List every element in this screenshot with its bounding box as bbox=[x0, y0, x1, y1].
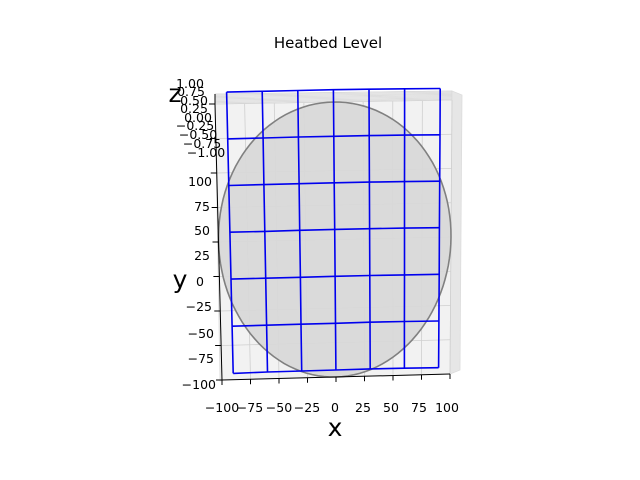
y-tick-label: −50 bbox=[188, 326, 214, 341]
mesh-column-line bbox=[437, 88, 442, 368]
z-tick-labels: −1.00 −0.75 −0.50 −0.25 0.00 0.25 0.50 0… bbox=[176, 76, 225, 160]
y-tick-label: 0 bbox=[196, 274, 204, 289]
z-tick-label: 0.00 bbox=[184, 110, 212, 125]
x-tick-label: −75 bbox=[237, 400, 263, 415]
x-axis-label: x bbox=[328, 413, 343, 442]
mesh-column-line bbox=[368, 89, 372, 369]
z-tick-label: 0.75 bbox=[177, 84, 205, 99]
y-tick-label: 100 bbox=[188, 174, 212, 189]
mesh-column-line bbox=[297, 90, 303, 372]
z-tick-label: −0.75 bbox=[183, 136, 221, 151]
mesh-column-line bbox=[332, 89, 337, 371]
x-tick-label: −100 bbox=[205, 400, 239, 415]
x-tick-label: 25 bbox=[355, 400, 371, 415]
x-tick-labels: −100 −75 −50 −25 0 25 50 75 100 bbox=[205, 400, 459, 415]
tick-marks bbox=[209, 103, 451, 385]
z-tick-label: −0.50 bbox=[179, 127, 217, 142]
mesh-column-line bbox=[261, 91, 269, 373]
z-tick-label: −1.00 bbox=[187, 145, 225, 160]
y-tick-label: 25 bbox=[194, 248, 210, 263]
x-tick-label: −50 bbox=[266, 400, 292, 415]
mesh-layer bbox=[225, 87, 442, 375]
x-tick-label: 0 bbox=[331, 400, 339, 415]
x-tick-label: −25 bbox=[294, 400, 320, 415]
z-tick-label: 0.25 bbox=[180, 101, 208, 116]
z-tick-label: 1.00 bbox=[176, 76, 204, 91]
y-tick-labels: −100 −75 −50 −25 0 25 50 75 100 bbox=[182, 174, 216, 392]
x-tick-label: 100 bbox=[435, 400, 459, 415]
chart-title: Heatbed Level bbox=[274, 34, 382, 52]
right-pane bbox=[449, 90, 463, 375]
z-tick-label: 0.50 bbox=[180, 93, 208, 108]
x-tick-label: 50 bbox=[383, 400, 399, 415]
y-tick-label: 75 bbox=[194, 199, 210, 214]
y-tick-label: −100 bbox=[182, 377, 216, 392]
z-axis-label: z bbox=[168, 79, 181, 108]
y-tick-label: 50 bbox=[194, 223, 210, 238]
x-tick-label: 75 bbox=[411, 400, 427, 415]
z-tick-label: −0.25 bbox=[176, 118, 214, 133]
mesh-column-line bbox=[225, 92, 234, 374]
y-tick-label: −25 bbox=[186, 299, 212, 314]
y-axis-label: y bbox=[173, 265, 188, 294]
y-tick-label: −75 bbox=[188, 351, 214, 366]
